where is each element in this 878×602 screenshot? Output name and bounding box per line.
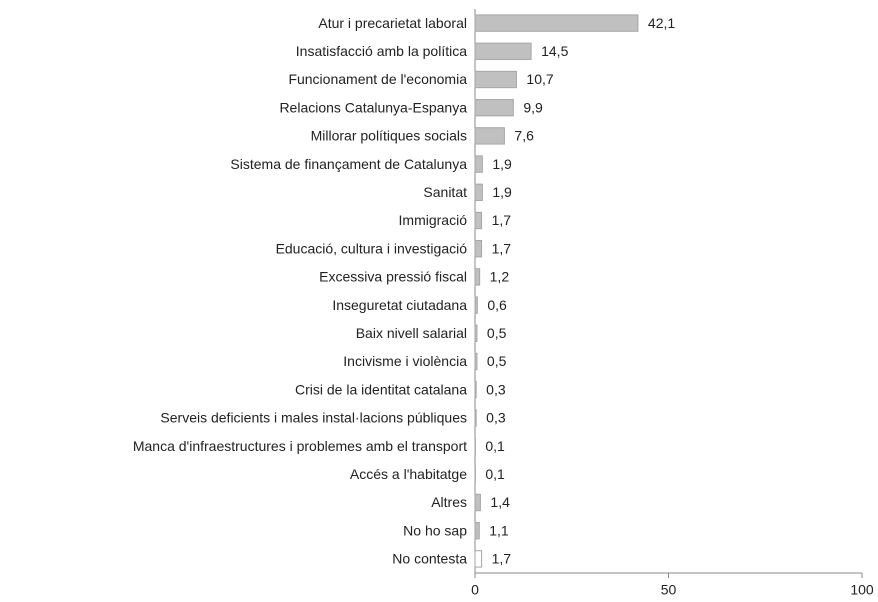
y-tick-label: Inseguretat ciutadana xyxy=(332,297,467,313)
value-label: 42,1 xyxy=(648,15,675,31)
value-label: 14,5 xyxy=(541,43,568,59)
y-tick-label: Accés a l'habitatge xyxy=(350,466,467,482)
value-label: 1,9 xyxy=(492,184,512,200)
bar xyxy=(474,127,505,145)
bar xyxy=(474,493,481,512)
value-label: 9,9 xyxy=(523,99,543,115)
y-tick-label: Baix nivell salarial xyxy=(356,325,467,341)
bar xyxy=(474,268,481,286)
y-tick-label: Sanitat xyxy=(423,184,467,200)
value-label: 0,1 xyxy=(485,438,505,454)
y-tick-label: Manca d'infraestructures i problemes amb… xyxy=(133,438,467,454)
y-tick-label: Insatisfacció amb la política xyxy=(296,43,467,59)
value-label: 1,4 xyxy=(490,494,510,510)
value-label: 0,5 xyxy=(487,353,507,369)
value-label: 10,7 xyxy=(526,71,553,87)
value-label: 1,2 xyxy=(490,269,510,285)
y-tick-label: Crisi de la identitat catalana xyxy=(295,381,467,397)
value-label: 1,7 xyxy=(492,212,512,228)
y-tick-label: Millorar polítiques socials xyxy=(311,128,467,144)
bar xyxy=(474,352,478,371)
value-label: 0,5 xyxy=(487,325,507,341)
value-label: 0,1 xyxy=(485,466,505,482)
bar xyxy=(474,183,483,201)
bar xyxy=(474,381,477,399)
y-tick-label: Incivisme i violència xyxy=(343,353,467,369)
bar xyxy=(474,550,483,568)
value-label: 1,1 xyxy=(489,522,509,538)
value-label: 0,6 xyxy=(487,297,507,313)
bar xyxy=(474,240,483,258)
value-label: 1,7 xyxy=(492,551,512,567)
y-tick-label: Funcionament de l'economia xyxy=(288,71,467,87)
x-tick-label: 100 xyxy=(850,582,874,598)
y-tick-label: No ho sap xyxy=(403,522,467,538)
y-tick-label: Serveis deficients i males instal·lacion… xyxy=(160,410,467,426)
x-tick-label: 50 xyxy=(661,582,677,598)
y-tick-label: Altres xyxy=(431,494,467,510)
y-tick-label: Sistema de finançament de Catalunya xyxy=(230,156,467,172)
y-tick-label: Immigració xyxy=(399,212,468,228)
value-label: 0,3 xyxy=(486,410,506,426)
bar xyxy=(474,296,478,314)
y-tick-label: Educació, cultura i investigació xyxy=(276,240,468,256)
value-label: 7,6 xyxy=(514,128,534,144)
x-tick-label: 0 xyxy=(471,582,479,598)
bar xyxy=(474,42,532,60)
bar xyxy=(474,211,483,230)
bar xyxy=(474,409,477,427)
y-tick-label: Relacions Catalunya-Espanya xyxy=(279,99,467,115)
value-label: 1,7 xyxy=(492,240,512,256)
y-tick-label: Atur i precarietat laboral xyxy=(318,15,467,31)
bar xyxy=(474,324,478,342)
value-label: 1,9 xyxy=(492,156,512,172)
bar xyxy=(474,14,639,32)
y-tick-label: Excessiva pressió fiscal xyxy=(319,269,467,285)
bar xyxy=(474,99,514,117)
bar xyxy=(474,70,517,89)
bar xyxy=(474,155,483,173)
bar xyxy=(474,522,480,540)
value-label: 0,3 xyxy=(486,381,506,397)
y-tick-label: No contesta xyxy=(392,551,467,567)
